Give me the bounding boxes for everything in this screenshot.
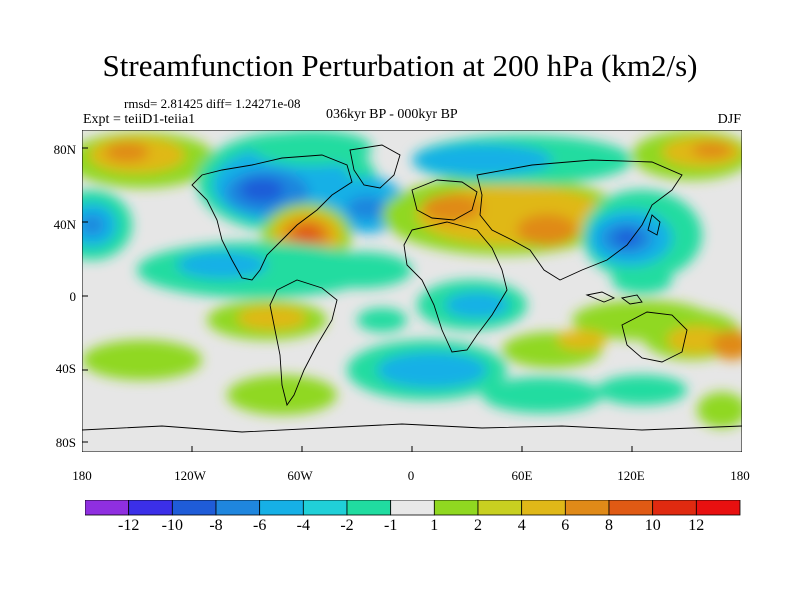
experiment-label: Expt = teiiD1-teiia1 [83, 112, 196, 127]
lat-label-0: 0 [69, 289, 77, 304]
colorbar-swatch [346, 500, 392, 516]
colorbar-swatch [652, 500, 697, 516]
stats-label: rmsd= 2.81425 diff= 1.24271e-08 [124, 96, 301, 111]
axis-ticks [82, 147, 742, 452]
colorbar-swatch [85, 500, 130, 516]
colorbar-swatch [171, 500, 217, 516]
lon-label-120e: 120E [617, 468, 645, 483]
lat-label-80s: 80S [55, 435, 76, 450]
lon-label-60e: 60E [511, 468, 533, 483]
colorbar-swatch [128, 500, 173, 516]
south-america-coast [269, 279, 338, 407]
colorbar-swatch [215, 500, 261, 516]
colorbar-tick-label: -10 [161, 517, 183, 534]
season-label: DJF [717, 112, 741, 127]
streamfunction-map [82, 130, 742, 452]
colorbar-tick-label: 8 [605, 517, 613, 534]
colorbar-swatch [302, 500, 348, 516]
asia-coast [476, 159, 683, 281]
colorbar-swatch [521, 500, 566, 516]
colorbar-tick-label: 10 [644, 517, 661, 534]
colorbar-swatch [390, 500, 435, 516]
coastlines [82, 144, 742, 433]
lon-label-0: 0 [407, 468, 415, 483]
colorbar-swatch [477, 500, 523, 516]
lat-label-80n: 80N [53, 142, 76, 157]
indonesia-coast [585, 291, 643, 305]
colorbar-tick-label: 2 [474, 517, 482, 534]
colorbar-tick-label: 6 [561, 517, 570, 534]
colorbar-tick-label: -12 [118, 517, 140, 534]
australia-coast [621, 311, 688, 363]
colorbar [85, 500, 741, 516]
colorbar-tick-label: 4 [517, 517, 526, 534]
colorbar-tick-label: 1 [430, 517, 439, 534]
greenland-coast [349, 144, 401, 189]
north-america-coast [191, 154, 353, 281]
lon-label-60w: 60W [287, 468, 313, 483]
colorbar-tick-label: 12 [688, 517, 705, 534]
plot-title: Streamfunction Perturbation at 200 hPa (… [102, 48, 698, 83]
colorbar-swatch [695, 500, 741, 516]
lon-label-180w: 180 [72, 468, 92, 483]
colorbar-tick-label: -6 [253, 517, 267, 534]
colorbar-tick-label: -2 [340, 517, 354, 534]
japan-coast [647, 214, 661, 236]
lon-label-120w: 120W [174, 468, 206, 483]
colorbar-swatch [564, 500, 610, 516]
lat-label-40s: 40S [55, 361, 76, 376]
period-label: 036kyr BP - 000kyr BP [326, 107, 458, 122]
colorbar-tick-label: -8 [209, 517, 223, 534]
antarctica-coast [82, 423, 742, 433]
colorbar-swatch [433, 500, 479, 516]
colorbar-swatch [608, 500, 654, 516]
colorbar-swatch [259, 500, 304, 516]
europe-coast [411, 179, 478, 221]
lon-label-180e: 180 [730, 468, 750, 483]
colorbar-tick-label: -4 [296, 517, 310, 534]
africa-coast [403, 221, 508, 353]
colorbar-tick-label: -1 [384, 517, 398, 534]
lat-label-40n: 40N [53, 217, 76, 232]
